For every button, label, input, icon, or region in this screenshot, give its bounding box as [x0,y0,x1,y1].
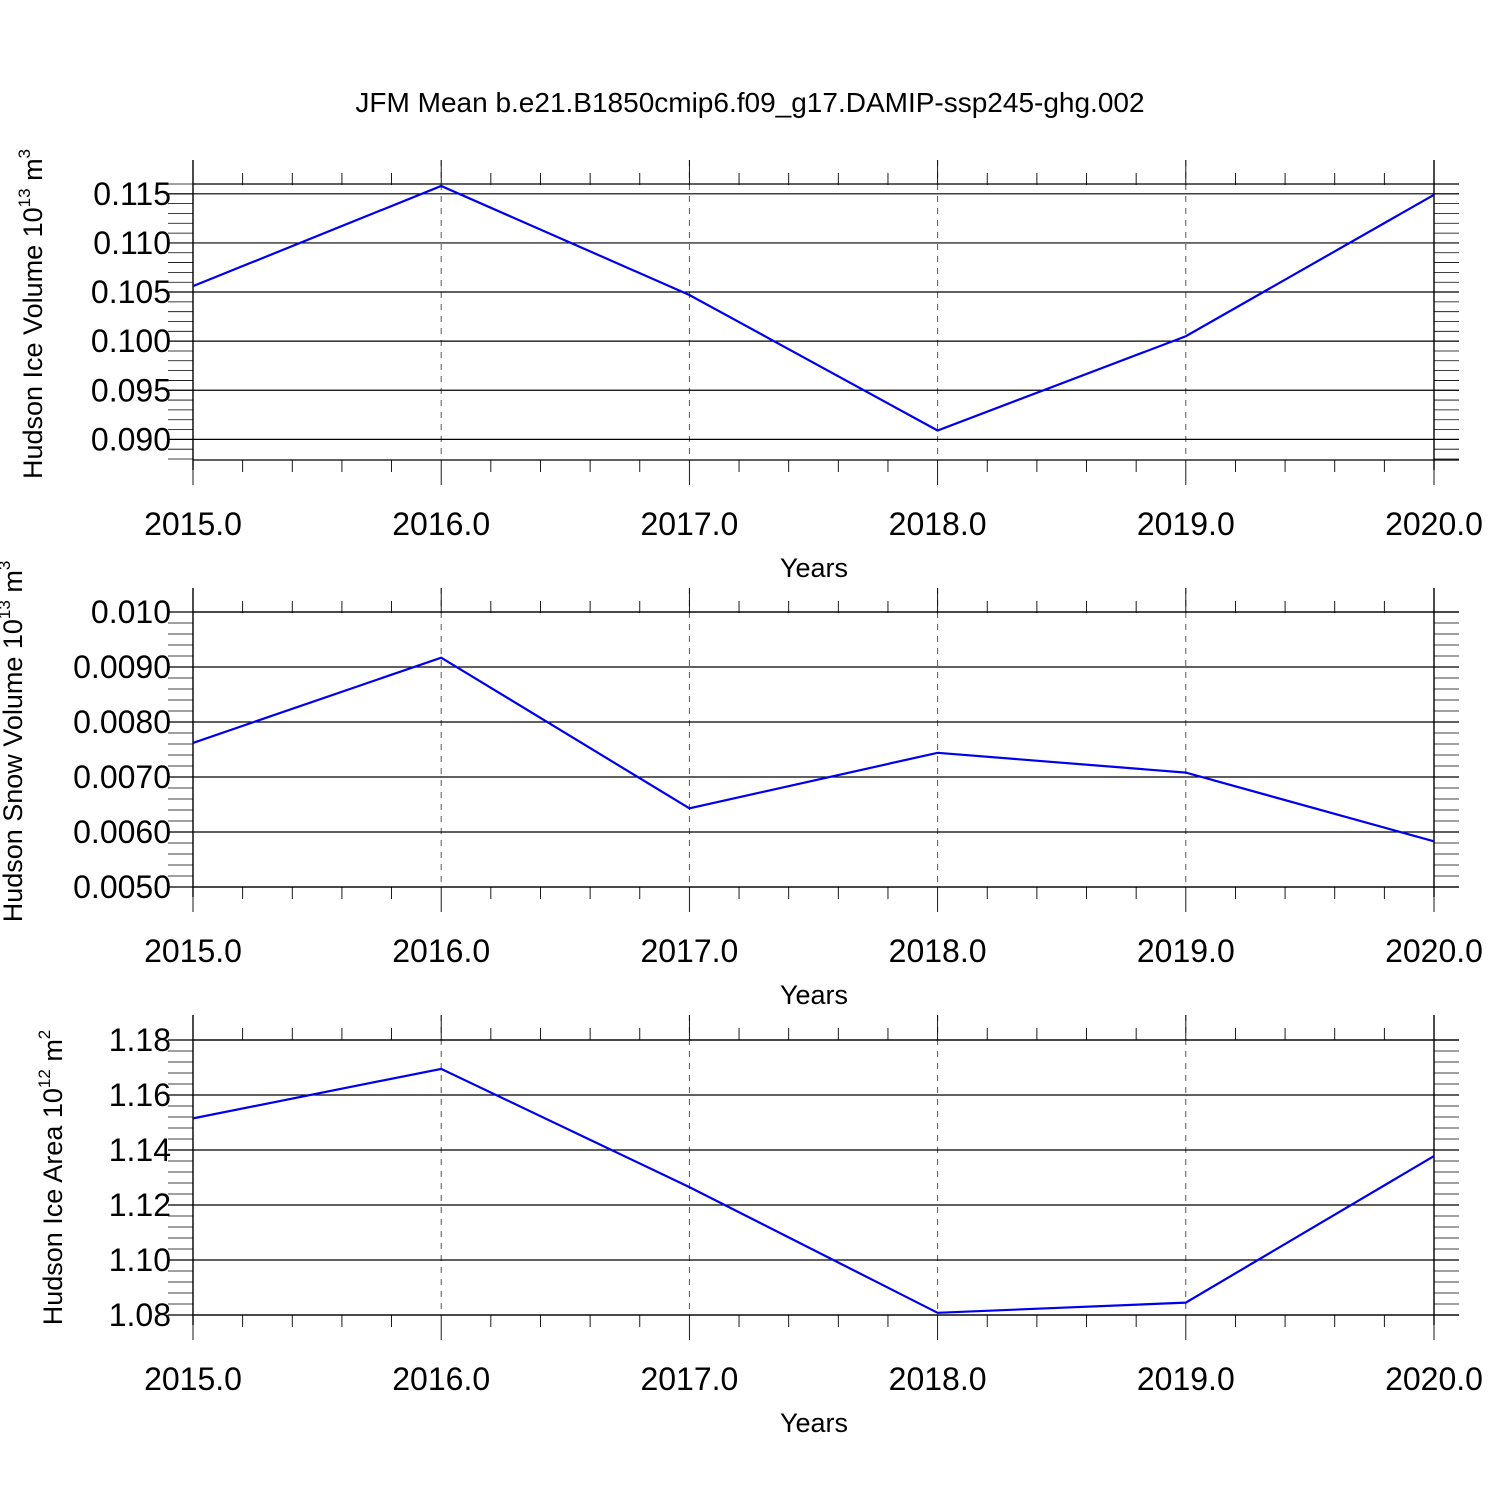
panel-2: 0.0050 0.0060 0.0070 0.0080 0.0090 0.010 2015.… [0,561,1483,1010]
x-tick-label: 2019.0 [1137,1361,1235,1397]
x-tick-label: 2016.0 [392,1361,490,1397]
y-tick-label: 0.100 [91,323,171,359]
x-tick-label: 2020.0 [1385,506,1483,542]
x-tick-label: 2019.0 [1137,933,1235,969]
y-tick-label: 0.0090 [73,649,171,685]
y-axis-label-unit: m [18,158,48,188]
x-axis-label: Years [780,980,848,1010]
panel-1: 0.090 0.095 0.100 0.105 0.110 0.115 2015.0 2016… [15,149,1483,583]
x-tick-label: 2018.0 [889,1361,987,1397]
x-tick-label: 2016.0 [392,506,490,542]
y-tick-label: 1.10 [109,1242,171,1278]
x-tick-label: 2015.0 [144,1361,242,1397]
x-tick-label: 2020.0 [1385,1361,1483,1397]
y-tick-label: 0.115 [93,176,171,212]
y-axis-label: Hudson Snow Volume 1013 m3 [0,561,28,923]
y-axis-label-exponent: 13 [15,188,34,207]
y-tick-label: 0.0070 [73,759,171,795]
x-tick-label: 2019.0 [1137,506,1235,542]
y-axis-label: Hudson Ice Volume 1013 m3 [15,149,48,479]
y-tick-label: 0.0050 [73,869,171,905]
x-axis-label: Years [780,553,848,583]
y-tick-label: 0.010 [91,594,171,630]
panel-3: 1.08 1.10 1.12 1.14 1.16 1.18 2015.0 2016.0 2017… [35,1015,1483,1438]
figure-title: JFM Mean b.e21.B1850cmip6.f09_g17.DAMIP-… [355,87,1144,118]
x-axis-label: Years [780,1408,848,1438]
y-axis-label-unit-exponent: 3 [15,149,34,158]
y-tick-label: 1.12 [109,1187,171,1223]
x-tick-label: 2018.0 [889,506,987,542]
x-tick-label: 2018.0 [889,933,987,969]
x-tick-label: 2017.0 [640,506,738,542]
y-tick-label: 1.16 [109,1077,171,1113]
x-tick-label: 2017.0 [640,933,738,969]
y-tick-label: 1.14 [109,1132,171,1168]
y-axis-label-text: Hudson Ice Volume 10 [18,207,48,479]
y-axis-label-unit-exponent: 3 [0,561,14,570]
x-tick-label: 2015.0 [144,506,242,542]
x-tick-label: 2017.0 [640,1361,738,1397]
series-line [192,184,1435,432]
series-line [192,656,1435,843]
y-axis-label-text: Hudson Ice Area 10 [38,1088,68,1325]
y-axis-label-unit-exponent: 2 [35,1030,54,1039]
x-tick-label: 2016.0 [392,933,490,969]
y-tick-label: 0.095 [91,372,171,408]
y-tick-label: 0.0080 [73,704,171,740]
series-line [192,1067,1435,1314]
x-tick-label: 2015.0 [144,933,242,969]
x-tick-label: 2020.0 [1385,933,1483,969]
y-axis-label-unit: m [38,1039,68,1069]
y-tick-label: 0.0060 [73,814,171,850]
y-tick-label: 1.08 [109,1297,171,1333]
panels: 0.090 0.095 0.100 0.105 0.110 0.115 2015.0 2016… [0,149,1483,1438]
y-tick-label: 0.105 [91,274,171,310]
y-axis-label-exponent: 12 [35,1069,54,1088]
y-axis-label-exponent: 13 [0,600,14,619]
y-tick-label: 0.110 [93,225,171,261]
y-axis-label: Hudson Ice Area 1012 m2 [35,1030,68,1326]
y-axis-label-unit: m [0,570,28,600]
y-tick-label: 1.18 [109,1022,171,1058]
y-axis-label-text: Hudson Snow Volume 10 [0,619,28,922]
y-tick-label: 0.090 [91,421,171,457]
